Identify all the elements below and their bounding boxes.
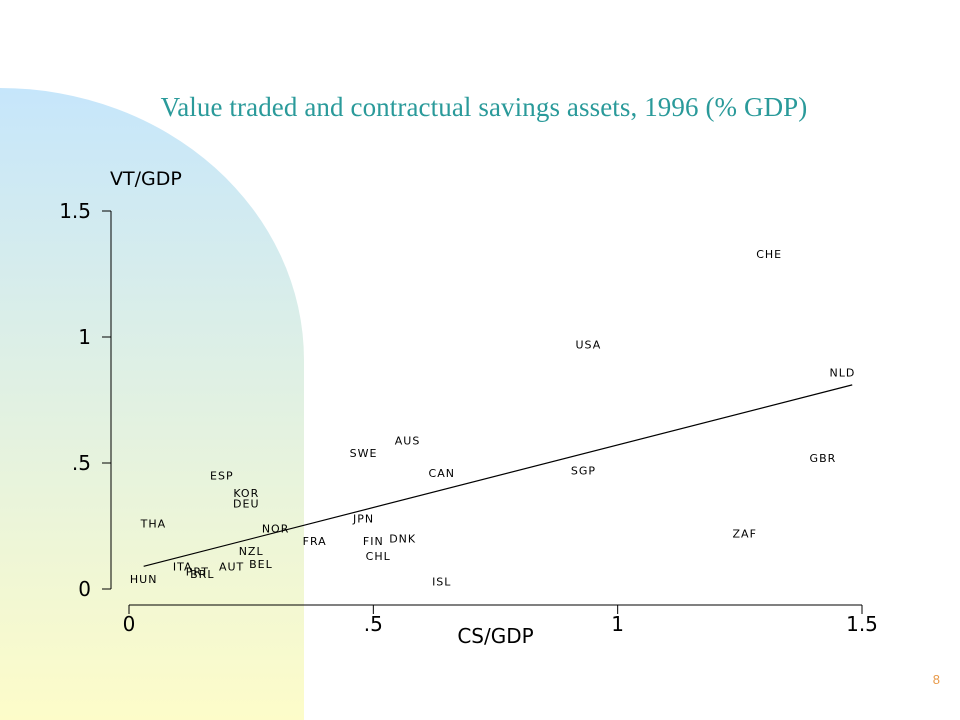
point-label-fra: FRA bbox=[303, 535, 327, 548]
slide-title: Value traded and contractual savings ass… bbox=[160, 92, 808, 122]
point-label-ita: ITA bbox=[173, 560, 193, 573]
point-label-fin: FIN bbox=[363, 535, 384, 548]
point-label-kor: KOR bbox=[233, 487, 259, 500]
point-label-deu: DEU bbox=[233, 497, 259, 510]
point-label-dnk: DNK bbox=[389, 533, 416, 546]
point-label-chl: CHL bbox=[366, 550, 391, 563]
point-label-jpn: JPN bbox=[352, 512, 374, 525]
point-label-swe: SWE bbox=[350, 447, 378, 460]
x-axis-label: CS/GDP bbox=[457, 624, 533, 648]
point-label-hun: HUN bbox=[130, 573, 158, 586]
point-label-prt: PRT bbox=[186, 565, 209, 578]
point-label-che: CHE bbox=[756, 248, 782, 261]
point-label-tha: THA bbox=[140, 517, 167, 530]
point-label-brl: BRL bbox=[190, 568, 214, 581]
y-tick-label: 0 bbox=[78, 577, 91, 601]
x-tick-label: 1 bbox=[611, 612, 624, 636]
x-tick-label: 1.5 bbox=[846, 612, 878, 636]
point-label-nor: NOR bbox=[262, 523, 290, 536]
fit-line bbox=[143, 384, 853, 567]
y-tick-label: 1.5 bbox=[59, 199, 91, 223]
point-label-nzl: NZL bbox=[239, 545, 264, 558]
x-tick-label: 0 bbox=[123, 612, 136, 636]
x-tick-label: .5 bbox=[364, 612, 383, 636]
y-tick-label: .5 bbox=[72, 451, 91, 475]
point-label-aut: AUT bbox=[219, 560, 244, 573]
point-label-esp: ESP bbox=[210, 470, 234, 483]
point-label-usa: USA bbox=[575, 339, 601, 352]
point-label-bel: BEL bbox=[249, 558, 273, 571]
point-label-sgp: SGP bbox=[571, 465, 596, 478]
point-label-gbr: GBR bbox=[810, 452, 837, 465]
point-label-nld: NLD bbox=[830, 366, 856, 379]
point-label-can: CAN bbox=[429, 467, 455, 480]
y-axis-label: VT/GDP bbox=[110, 168, 182, 190]
point-label-zaf: ZAF bbox=[733, 528, 757, 541]
point-label-isl: ISL bbox=[432, 575, 451, 588]
page-number: 8 bbox=[932, 672, 940, 687]
point-label-aus: AUS bbox=[395, 434, 421, 447]
y-tick-label: 1 bbox=[78, 325, 91, 349]
